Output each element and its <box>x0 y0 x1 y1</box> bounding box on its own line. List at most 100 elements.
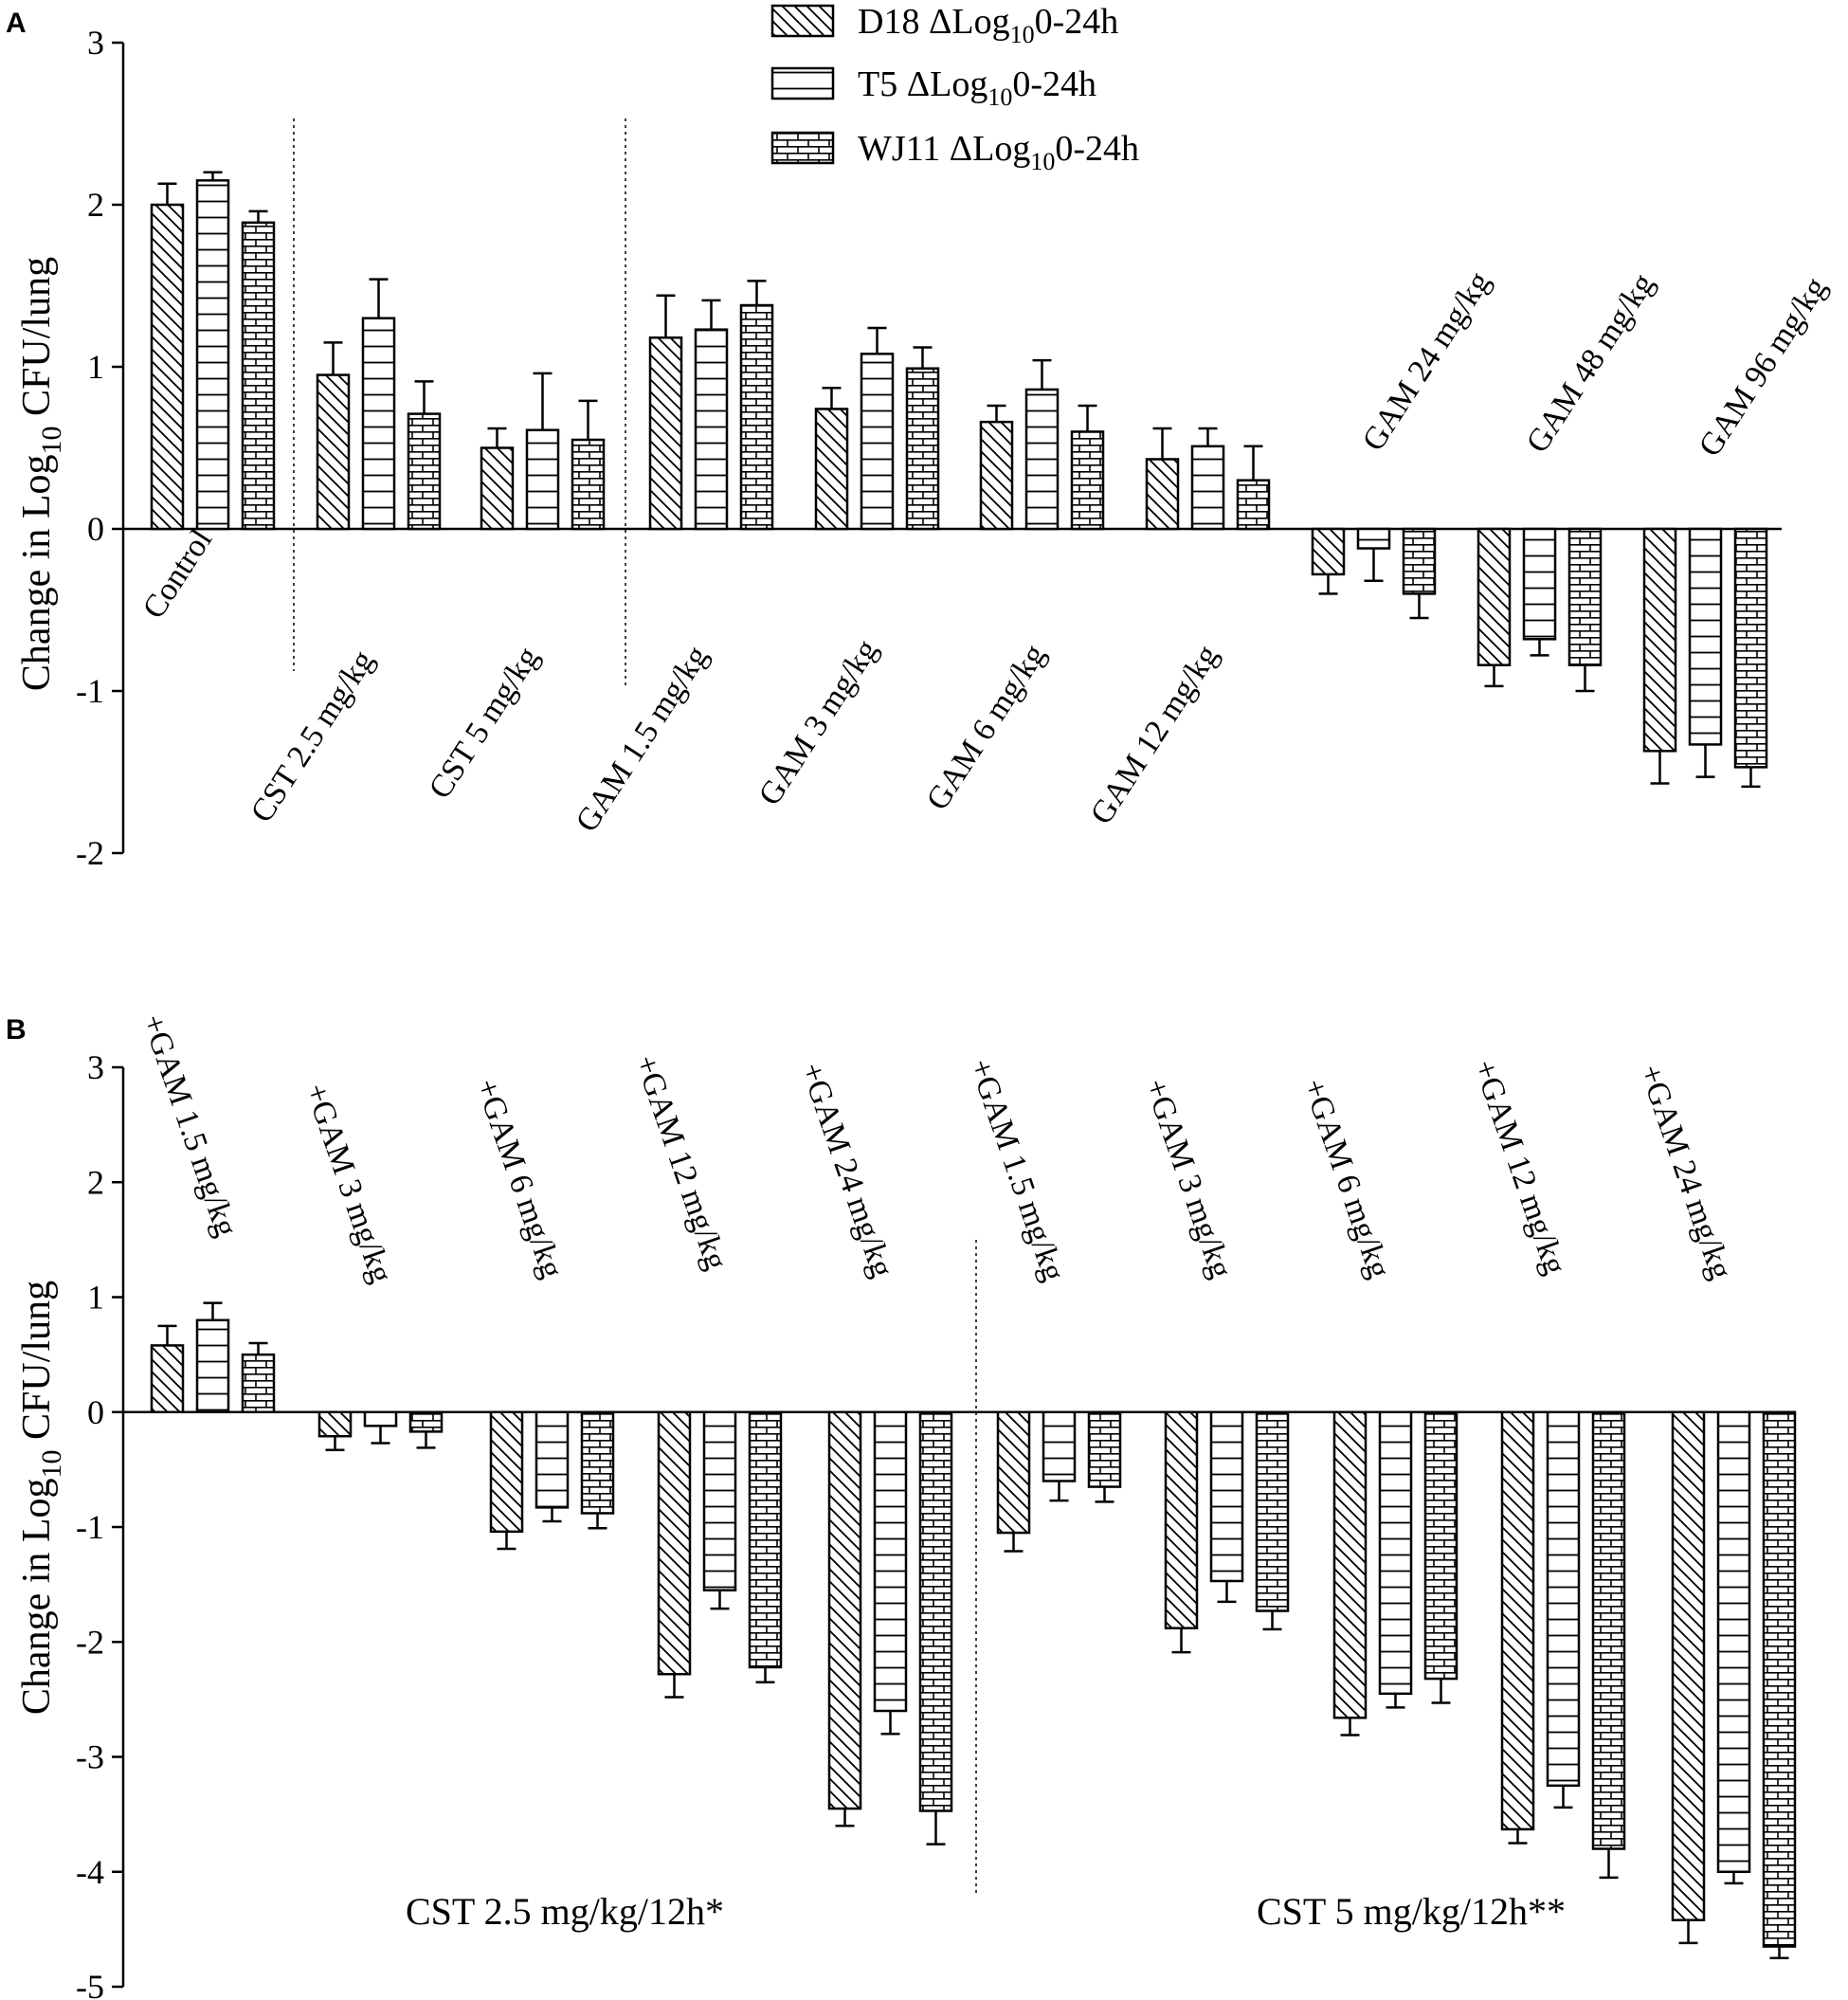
panel-a-category-label: GAM 24 mg/kg <box>1356 265 1497 457</box>
panel-b-bar-d18 <box>1164 1410 1199 1629</box>
panel-a-bar-t5 <box>525 428 560 531</box>
panel-b-bar-d18 <box>1332 1410 1368 1719</box>
panel-a-bar-t5 <box>1190 445 1225 531</box>
panel-a-category-label: GAM 3 mg/kg <box>752 633 885 811</box>
panel-a-y-axis-label: Change in Log10 CFU/lung <box>15 257 67 691</box>
panel-a-y-tick-label: -2 <box>76 834 104 872</box>
panel-b-bar-d18 <box>1671 1410 1706 1921</box>
legend-swatch-d18 <box>770 4 835 38</box>
panel-a-bar-t5 <box>1522 527 1557 641</box>
panel-a-bar-wj11 <box>1567 527 1603 666</box>
panel-a-bar-t5 <box>1356 527 1391 550</box>
panel-b-y-tick-label: -4 <box>76 1853 104 1891</box>
panel-b-bar-t5 <box>534 1410 570 1509</box>
panel-a-category-label: GAM 96 mg/kg <box>1693 271 1834 463</box>
panel-a-bar-wj11 <box>571 438 606 531</box>
panel-b-category-label: +GAM 6 mg/kg <box>1295 1075 1396 1282</box>
panel-a-bar-wj11 <box>407 412 442 531</box>
panel-b-bar-wj11 <box>408 1410 444 1433</box>
panel-a-bar-wj11 <box>1236 479 1271 531</box>
panel-b-bar-t5 <box>363 1410 398 1427</box>
panel-a-y-tick-label: -1 <box>76 672 104 710</box>
legend: D18 ΔLog100-24h T5 ΔLog100-24h WJ11 ΔLog… <box>770 2 1139 175</box>
panel-b-bar-t5 <box>1716 1410 1751 1873</box>
panel-b-bar-wj11 <box>580 1410 615 1515</box>
panel-b-category-label: +GAM 3 mg/kg <box>1137 1075 1238 1282</box>
panel-b-bar-t5 <box>1546 1410 1581 1788</box>
panel-b-category-label: +GAM 3 mg/kg <box>298 1080 398 1287</box>
panel-a-category-label: Control <box>136 523 220 625</box>
panel-a-bar-d18 <box>648 336 683 531</box>
panel-a-bar-wj11 <box>241 221 276 531</box>
panel-a-bar-d18 <box>1477 527 1512 666</box>
panel-b-category-label: +GAM 12 mg/kg <box>1466 1056 1572 1280</box>
panel-a-bars <box>150 171 1768 789</box>
legend-swatch-wj11 <box>770 131 835 165</box>
legend-label-wj11: WJ11 ΔLog100-24h <box>858 129 1139 175</box>
panel-b-category-label: +GAM 12 mg/kg <box>627 1051 734 1275</box>
panel-b-bar-t5 <box>1209 1410 1244 1583</box>
panel-b-bar-t5 <box>873 1410 908 1713</box>
panel-a-bar-t5 <box>361 317 396 531</box>
panel-a-bar-t5 <box>1024 388 1060 531</box>
legend-item-wj11: WJ11 ΔLog100-24h <box>770 129 1139 175</box>
panel-b-group-note-1: CST 2.5 mg/kg/12h* <box>406 1890 724 1933</box>
panel-b-letter: B <box>6 1014 27 1045</box>
panel-b-bar-t5 <box>702 1410 737 1591</box>
panel-b-y-tick-label: 3 <box>87 1048 104 1086</box>
panel-a-bar-wj11 <box>739 303 774 531</box>
panel-b-bar-d18 <box>150 1344 185 1414</box>
panel-b-category-label: +GAM 1.5 mg/kg <box>135 1010 244 1242</box>
panel-a-category-label: GAM 12 mg/kg <box>1084 639 1225 830</box>
panel-a-category-label: GAM 6 mg/kg <box>920 638 1053 816</box>
panel-a-bar-d18 <box>1642 527 1677 753</box>
panel-a-category-label: GAM 48 mg/kg <box>1520 267 1661 459</box>
legend-label-d18: D18 ΔLog100-24h <box>858 2 1118 48</box>
legend-label-t5: T5 ΔLog100-24h <box>858 64 1096 111</box>
panel-b-y-axis-label: Change in Log10 CFU/lung <box>15 1281 67 1715</box>
panel-b-bar-wj11 <box>1087 1410 1122 1488</box>
legend-item-t5: T5 ΔLog100-24h <box>770 64 1096 111</box>
panel-b: B Change in Log10 CFU/lung 3 2 1 0 -1 -2 -3 -4 -… <box>6 1010 1797 2000</box>
panel-a-bar-wj11 <box>905 367 940 531</box>
panel-b-bar-d18 <box>1500 1410 1535 1831</box>
panel-b-bar-wj11 <box>1762 1410 1797 1948</box>
panel-b-category-labels: +GAM 1.5 mg/kg +GAM 3 mg/kg +GAM 6 mg/kg +G… <box>135 1010 1738 1287</box>
panel-b-category-label: +GAM 1.5 mg/kg <box>962 1055 1071 1286</box>
panel-a-y-tick-label: 0 <box>87 510 104 548</box>
panel-b-y-tick-label: -1 <box>76 1508 104 1546</box>
panel-b-y-tick-label: 0 <box>87 1393 104 1431</box>
panel-a-bar-d18 <box>1145 458 1180 531</box>
panel-b-bar-wj11 <box>1591 1410 1626 1850</box>
panel-b-category-label: +GAM 6 mg/kg <box>468 1075 569 1282</box>
panel-a-bar-d18 <box>814 408 849 531</box>
panel-b-y-tick-label: -5 <box>76 1968 104 2000</box>
panel-a-bar-d18 <box>1311 527 1346 576</box>
panel-a-category-label: CST 5 mg/kg <box>423 641 547 805</box>
panel-b-bar-wj11 <box>241 1353 276 1413</box>
panel-b-bar-t5 <box>195 1318 230 1413</box>
panel-b-y-tick-label: 2 <box>87 1163 104 1201</box>
panel-a-bar-d18 <box>150 203 185 531</box>
panel-a-bar-wj11 <box>1733 527 1768 769</box>
panel-b-category-label: +GAM 24 mg/kg <box>793 1059 899 1282</box>
panel-b-group-note-2: CST 5 mg/kg/12h** <box>1257 1890 1566 1933</box>
panel-a-bar-d18 <box>480 446 515 531</box>
panel-a-y-tick-label: 1 <box>87 348 104 386</box>
panel-a-y-tick-label: 2 <box>87 186 104 224</box>
panel-a-bar-wj11 <box>1070 430 1105 531</box>
panel-b-bars <box>150 1301 1797 1959</box>
panel-a-bar-t5 <box>195 179 230 531</box>
legend-swatch-t5 <box>770 66 835 100</box>
panel-b-bar-d18 <box>317 1410 353 1438</box>
panel-b-bar-wj11 <box>918 1410 953 1812</box>
panel-b-category-label: +GAM 24 mg/kg <box>1632 1061 1738 1284</box>
panel-a-y-tick-label: 3 <box>87 24 104 62</box>
panel-a-bar-d18 <box>316 373 351 531</box>
panel-a-category-label: CST 2.5 mg/kg <box>245 645 381 829</box>
panel-b-bar-t5 <box>1042 1410 1077 1482</box>
panel-a-category-label: GAM 1.5 mg/kg <box>570 640 716 838</box>
panel-b-y-tick-label: 1 <box>87 1279 104 1317</box>
panel-b-bar-d18 <box>657 1410 692 1676</box>
